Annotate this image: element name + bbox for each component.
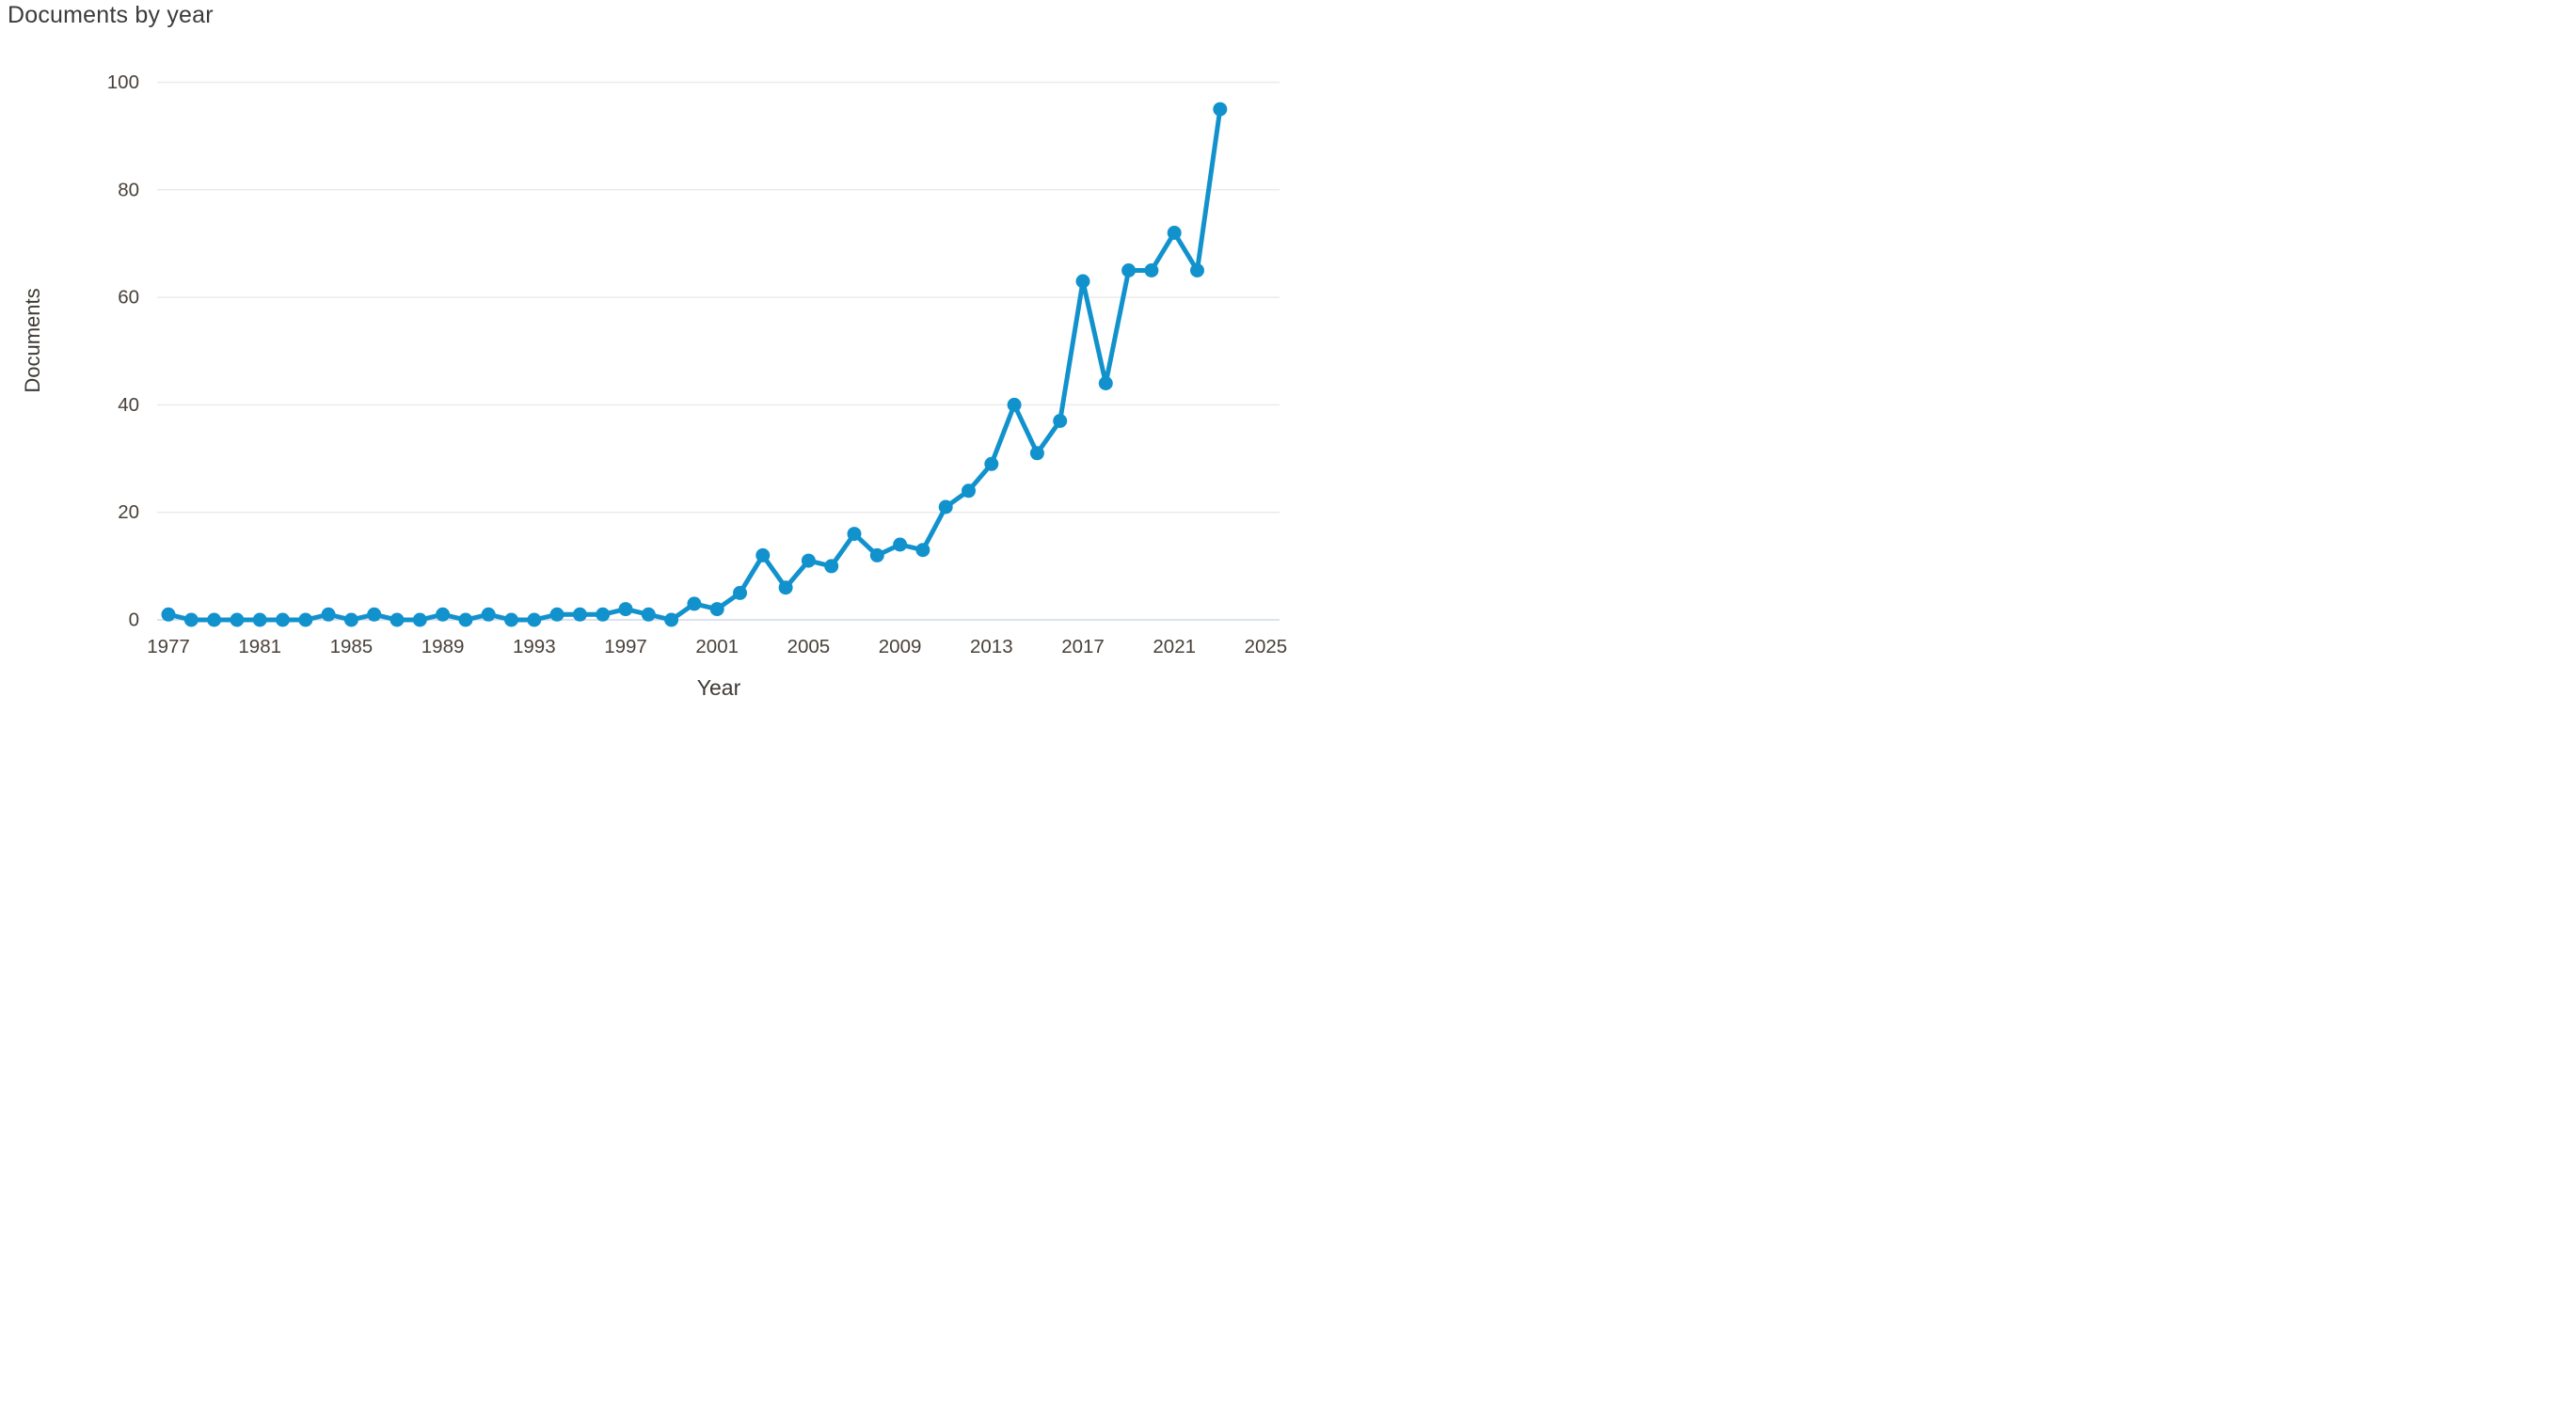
data-point-2020[interactable] xyxy=(1144,263,1159,277)
data-point-2018[interactable] xyxy=(1098,376,1113,390)
data-point-2022[interactable] xyxy=(1190,263,1204,277)
documents-series-line xyxy=(166,106,1223,623)
x-tick-label-2021: 2021 xyxy=(1153,636,1196,657)
data-point-2013[interactable] xyxy=(984,456,999,471)
data-point-2005[interactable] xyxy=(801,553,816,568)
data-point-2017[interactable] xyxy=(1075,274,1090,289)
data-point-1993[interactable] xyxy=(527,612,542,627)
x-tick-label-2017: 2017 xyxy=(1061,636,1105,657)
x-tick-label-1997: 1997 xyxy=(604,636,647,657)
data-point-1996[interactable] xyxy=(596,607,611,622)
x-tick-label-1993: 1993 xyxy=(513,636,556,657)
data-point-2006[interactable] xyxy=(824,559,839,574)
data-point-1991[interactable] xyxy=(481,607,496,622)
data-point-2011[interactable] xyxy=(938,499,953,515)
plot-area: 0 20 40 60 80 100 1977 1981 1985 1989 1993 1997 2001… xyxy=(107,71,1288,657)
data-point-1986[interactable] xyxy=(367,607,382,622)
data-point-2002[interactable] xyxy=(733,585,747,600)
data-point-1990[interactable] xyxy=(458,612,473,627)
data-point-1999[interactable] xyxy=(664,612,679,627)
data-point-1992[interactable] xyxy=(504,612,518,627)
x-tick-label-2005: 2005 xyxy=(787,636,831,657)
documents-by-year-chart: Documents by year Documents 0 20 40 60 80 100… xyxy=(0,0,1288,713)
x-tick-label-1985: 1985 xyxy=(330,636,374,657)
data-point-2003[interactable] xyxy=(755,547,771,562)
data-point-1995[interactable] xyxy=(572,607,587,622)
y-tick-label-100: 100 xyxy=(107,71,139,93)
data-point-2004[interactable] xyxy=(778,580,793,595)
data-point-1998[interactable] xyxy=(641,607,656,622)
x-axis-title: Year xyxy=(696,675,741,700)
data-point-2023[interactable] xyxy=(1213,102,1228,117)
y-tick-label-0: 0 xyxy=(129,610,139,631)
data-point-1979[interactable] xyxy=(207,612,222,627)
y-tick-label-20: 20 xyxy=(118,501,139,523)
x-tick-label-2009: 2009 xyxy=(879,636,922,657)
data-point-1980[interactable] xyxy=(230,612,245,627)
data-point-1984[interactable] xyxy=(321,607,336,622)
y-tick-label-60: 60 xyxy=(118,287,139,309)
data-point-1978[interactable] xyxy=(183,612,199,627)
x-tick-label-2013: 2013 xyxy=(970,636,1013,657)
data-point-1989[interactable] xyxy=(436,607,451,622)
data-point-2015[interactable] xyxy=(1029,446,1044,461)
data-point-1981[interactable] xyxy=(252,612,267,627)
data-point-2016[interactable] xyxy=(1053,414,1068,428)
data-point-2010[interactable] xyxy=(915,543,930,558)
x-tick-label-2025: 2025 xyxy=(1245,636,1288,657)
x-tick-label-1981: 1981 xyxy=(238,636,281,657)
data-point-1987[interactable] xyxy=(390,612,405,627)
data-point-1988[interactable] xyxy=(412,612,427,627)
x-tick-label-1977: 1977 xyxy=(147,636,190,657)
data-point-1983[interactable] xyxy=(298,612,313,627)
data-point-2000[interactable] xyxy=(687,596,702,611)
data-point-1994[interactable] xyxy=(549,607,564,622)
data-point-2001[interactable] xyxy=(709,602,724,617)
data-point-2008[interactable] xyxy=(869,547,884,562)
data-point-1977[interactable] xyxy=(161,607,176,622)
y-tick-label-40: 40 xyxy=(118,394,139,416)
data-point-2014[interactable] xyxy=(1007,397,1022,412)
data-point-1982[interactable] xyxy=(276,612,290,627)
y-tick-label-80: 80 xyxy=(118,179,139,200)
x-tick-label-1989: 1989 xyxy=(421,636,465,657)
data-point-2012[interactable] xyxy=(962,483,976,499)
chart-title: Documents by year xyxy=(8,2,214,28)
x-tick-label-2001: 2001 xyxy=(695,636,739,657)
data-point-2021[interactable] xyxy=(1167,226,1182,240)
data-point-2007[interactable] xyxy=(847,527,862,542)
data-point-2009[interactable] xyxy=(893,537,908,552)
data-point-1985[interactable] xyxy=(343,612,358,627)
data-point-1997[interactable] xyxy=(618,602,633,617)
data-point-2019[interactable] xyxy=(1121,263,1137,277)
